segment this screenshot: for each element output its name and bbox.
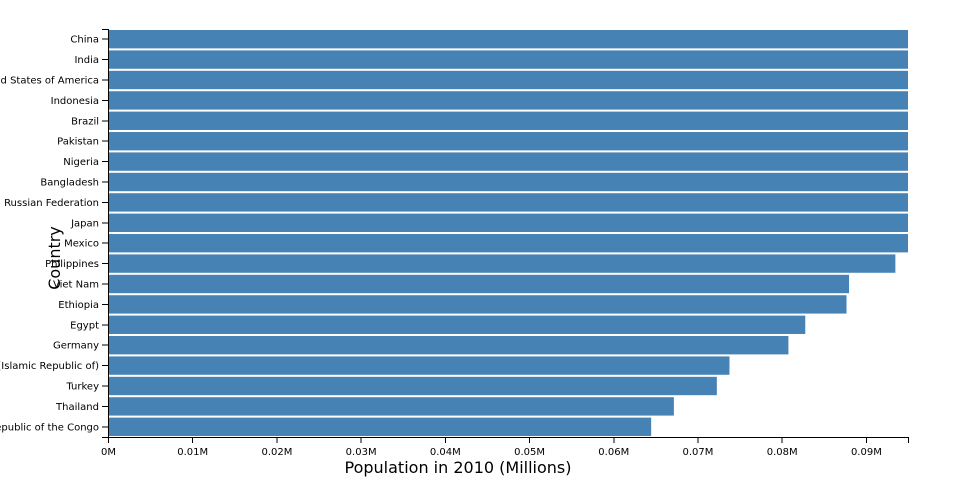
y-tick-label: Pakistan: [57, 137, 99, 148]
bar: [108, 213, 908, 232]
y-tick-label: Ethiopia: [58, 300, 99, 311]
bar: [108, 295, 847, 314]
y-tick-label: Democratic Republic of the Congo: [0, 422, 99, 433]
x-axis: 0M 0.01M 0.02M 0.03M 0.04M 0.05M 0.06M 0.07M 0.0…: [101, 437, 909, 458]
bar: [108, 132, 908, 151]
y-tick-label: India: [74, 55, 99, 66]
y-tick-label: Turkey: [65, 382, 99, 393]
y-tick-label: Japan: [70, 218, 99, 229]
x-tick-label: 0.01M: [177, 447, 208, 458]
x-tick-label: 0.09M: [851, 447, 882, 458]
bar: [108, 234, 908, 253]
bar: [108, 111, 908, 130]
bar: [108, 70, 908, 90]
bar: [108, 50, 908, 69]
y-axis-title: Country: [45, 226, 64, 290]
x-tick-label: 0.08M: [767, 447, 798, 458]
x-tick-label: 0.02M: [261, 447, 292, 458]
bar: [108, 376, 717, 396]
x-tick-label: 0.04M: [430, 447, 461, 458]
bar: [108, 274, 850, 294]
x-tick-label: 0.05M: [514, 447, 545, 458]
y-tick-label: Thailand: [55, 402, 99, 413]
bar: [108, 30, 908, 49]
x-tick-label: 0.03M: [346, 447, 377, 458]
bar: [108, 356, 730, 375]
x-tick-label: 0.06M: [598, 447, 629, 458]
bar: [108, 336, 789, 355]
y-tick-label: Mexico: [64, 239, 99, 250]
y-axis: China India United States of America Indone…: [0, 29, 109, 438]
x-tick-label: 0M: [101, 447, 116, 458]
bar: [108, 152, 908, 171]
bar: [108, 91, 908, 110]
bar: [108, 397, 674, 416]
bars-group: [108, 30, 908, 436]
y-tick-label: China: [70, 35, 99, 46]
bar: [108, 315, 806, 334]
y-tick-label: Viet Nam: [53, 280, 99, 291]
x-axis-title: Population in 2010 (Millions): [345, 458, 572, 477]
x-axis-line: [108, 437, 909, 443]
y-tick-label: Egypt: [70, 320, 99, 331]
bar: [108, 417, 652, 436]
y-tick-label: Iran (Islamic Republic of): [0, 361, 99, 372]
y-axis-line: [102, 29, 109, 438]
y-tick-label: Indonesia: [51, 96, 99, 107]
bar: [108, 193, 908, 212]
x-tick-label: 0.07M: [683, 447, 714, 458]
y-tick-label: United States of America: [0, 76, 99, 87]
y-tick-label: Philippines: [45, 259, 99, 270]
y-tick-label: Bangladesh: [40, 178, 99, 189]
y-tick-label: Russian Federation: [4, 198, 99, 209]
y-tick-label: Germany: [53, 341, 99, 352]
y-tick-label: Brazil: [71, 116, 99, 127]
bar: [108, 172, 908, 192]
y-tick-label: Nigeria: [63, 157, 99, 168]
bar: [108, 254, 896, 273]
